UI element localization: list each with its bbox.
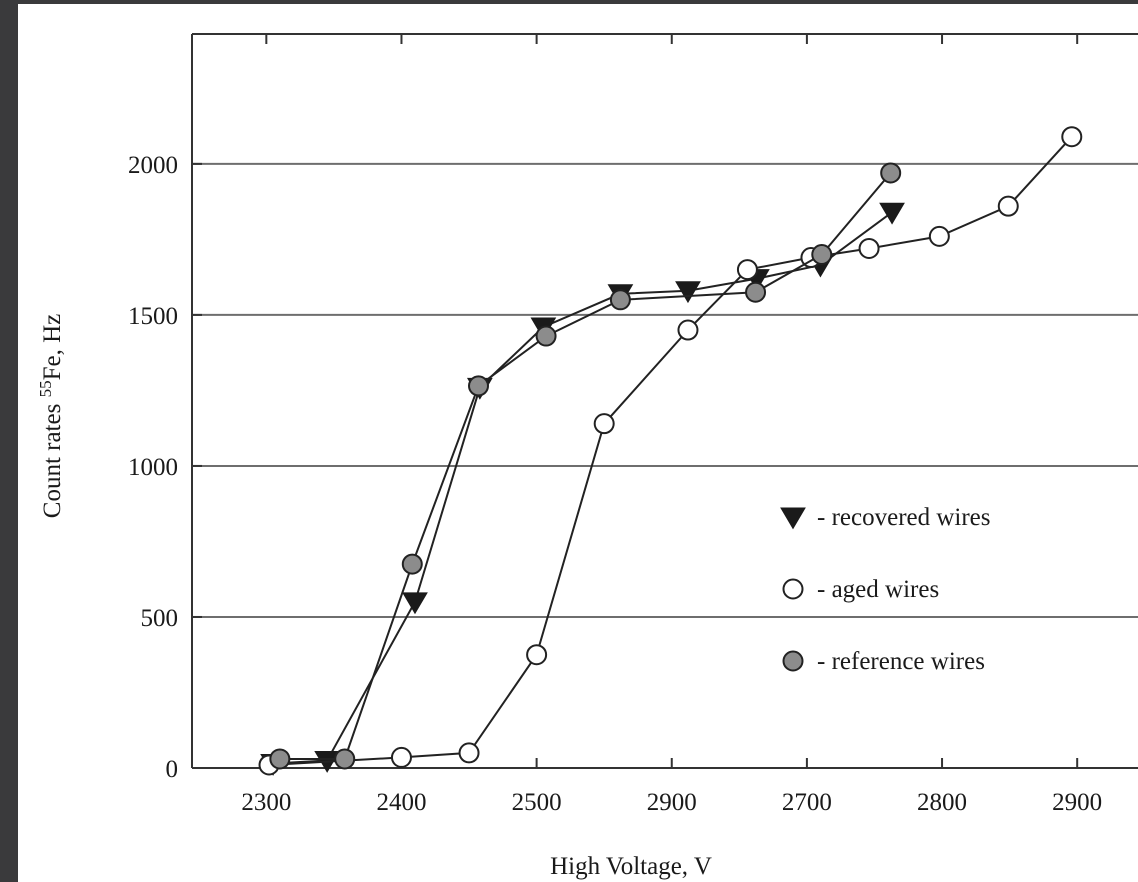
legend-marker-2 [782, 650, 804, 672]
series-0-point-9 [879, 202, 905, 225]
x-ticks: 2300 2400 2500 2900 2700 2800 2900 [241, 34, 1102, 816]
series-0-point-2 [402, 592, 428, 615]
x-tick-label-1: 2400 [376, 789, 426, 816]
series-2-point-8 [880, 162, 902, 184]
y-axis-title: Count rates 55Fe, Hz [36, 314, 67, 518]
series-0-point-6 [675, 281, 701, 304]
series-1-point-3 [526, 644, 548, 666]
legend: - recovered wires - aged wires - reference… [780, 504, 991, 675]
series-2 [269, 162, 902, 770]
legend-label-2: - reference wires [817, 648, 985, 675]
series-2-point-4 [535, 325, 557, 347]
y-tick-label-1000: 1000 [128, 454, 178, 481]
series-2-point-6 [745, 281, 767, 303]
gridlines [192, 162, 1138, 618]
x-tick-label-3: 2900 [647, 789, 697, 816]
legend-marker-0 [780, 507, 806, 530]
series-1-point-8 [858, 237, 880, 259]
series-2-point-1 [334, 748, 356, 770]
series-1-point-5 [677, 319, 699, 341]
x-axis-title: High Voltage, V [550, 853, 712, 880]
series-1-point-4 [593, 413, 615, 435]
x-tick-label-2: 2500 [512, 789, 562, 816]
series-1-point-10 [997, 195, 1019, 217]
y-axis-title-prefix: Count rates [39, 397, 66, 518]
y-tick-label-0: 0 [166, 756, 179, 783]
x-tick-label-5: 2800 [917, 789, 967, 816]
series-2-point-0 [269, 748, 291, 770]
axes [191, 33, 1138, 769]
series-1-point-9 [928, 225, 950, 247]
series-2-point-7 [811, 244, 833, 266]
y-tick-label-1500: 1500 [128, 303, 178, 330]
y-axis-title-sup: 55 [36, 380, 55, 397]
x-tick-label-4: 2700 [782, 789, 832, 816]
series [258, 126, 1083, 776]
x-tick-label-0: 2300 [241, 789, 291, 816]
chart-frame: 2300 2400 2500 2900 2700 2800 2900 0 500 1000 150… [18, 4, 1138, 882]
series-1-point-1 [390, 746, 412, 768]
y-axis-title-suffix: Fe, Hz [39, 314, 66, 381]
y-tick-label-500: 500 [141, 605, 179, 632]
y-tick-label-2000: 2000 [128, 152, 178, 179]
legend-label-1: - aged wires [817, 576, 939, 603]
series-1 [258, 126, 1083, 776]
legend-label-0: - recovered wires [817, 504, 991, 531]
chart-svg: 2300 2400 2500 2900 2700 2800 2900 0 500 1000 150… [36, 33, 1138, 880]
series-2-point-2 [401, 553, 423, 575]
series-1-point-2 [458, 742, 480, 764]
series-line-1 [268, 136, 1073, 766]
y-ticks: 0 500 1000 1500 2000 [128, 152, 202, 783]
series-1-point-11 [1061, 126, 1083, 148]
series-2-point-5 [609, 289, 631, 311]
series-1-point-6 [736, 259, 758, 281]
series-line-0 [273, 211, 893, 765]
legend-marker-1 [782, 578, 804, 600]
series-2-point-3 [468, 375, 490, 397]
series-0 [260, 202, 905, 776]
x-tick-label-6: 2900 [1052, 789, 1102, 816]
